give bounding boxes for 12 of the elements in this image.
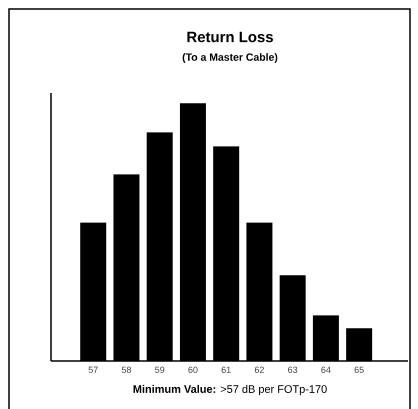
x-tick-label: 63 <box>288 366 298 373</box>
x-tick-label: 57 <box>88 366 98 373</box>
x-tick-label: 60 <box>188 366 198 373</box>
x-tick-label: 65 <box>354 366 364 373</box>
x-tick-label: 62 <box>254 366 264 373</box>
text: Minimum Value: >57 dB per FOTp-170 <box>134 384 327 396</box>
x-tick-label: 64 <box>321 366 331 373</box>
chart-subtitle: (To a Master Cable) <box>182 53 278 63</box>
x-tick-label: 58 <box>122 366 132 373</box>
chart-title: Return Loss <box>187 32 273 42</box>
x-tick-label: 61 <box>222 366 231 373</box>
x-tick-label: 59 <box>155 366 164 373</box>
